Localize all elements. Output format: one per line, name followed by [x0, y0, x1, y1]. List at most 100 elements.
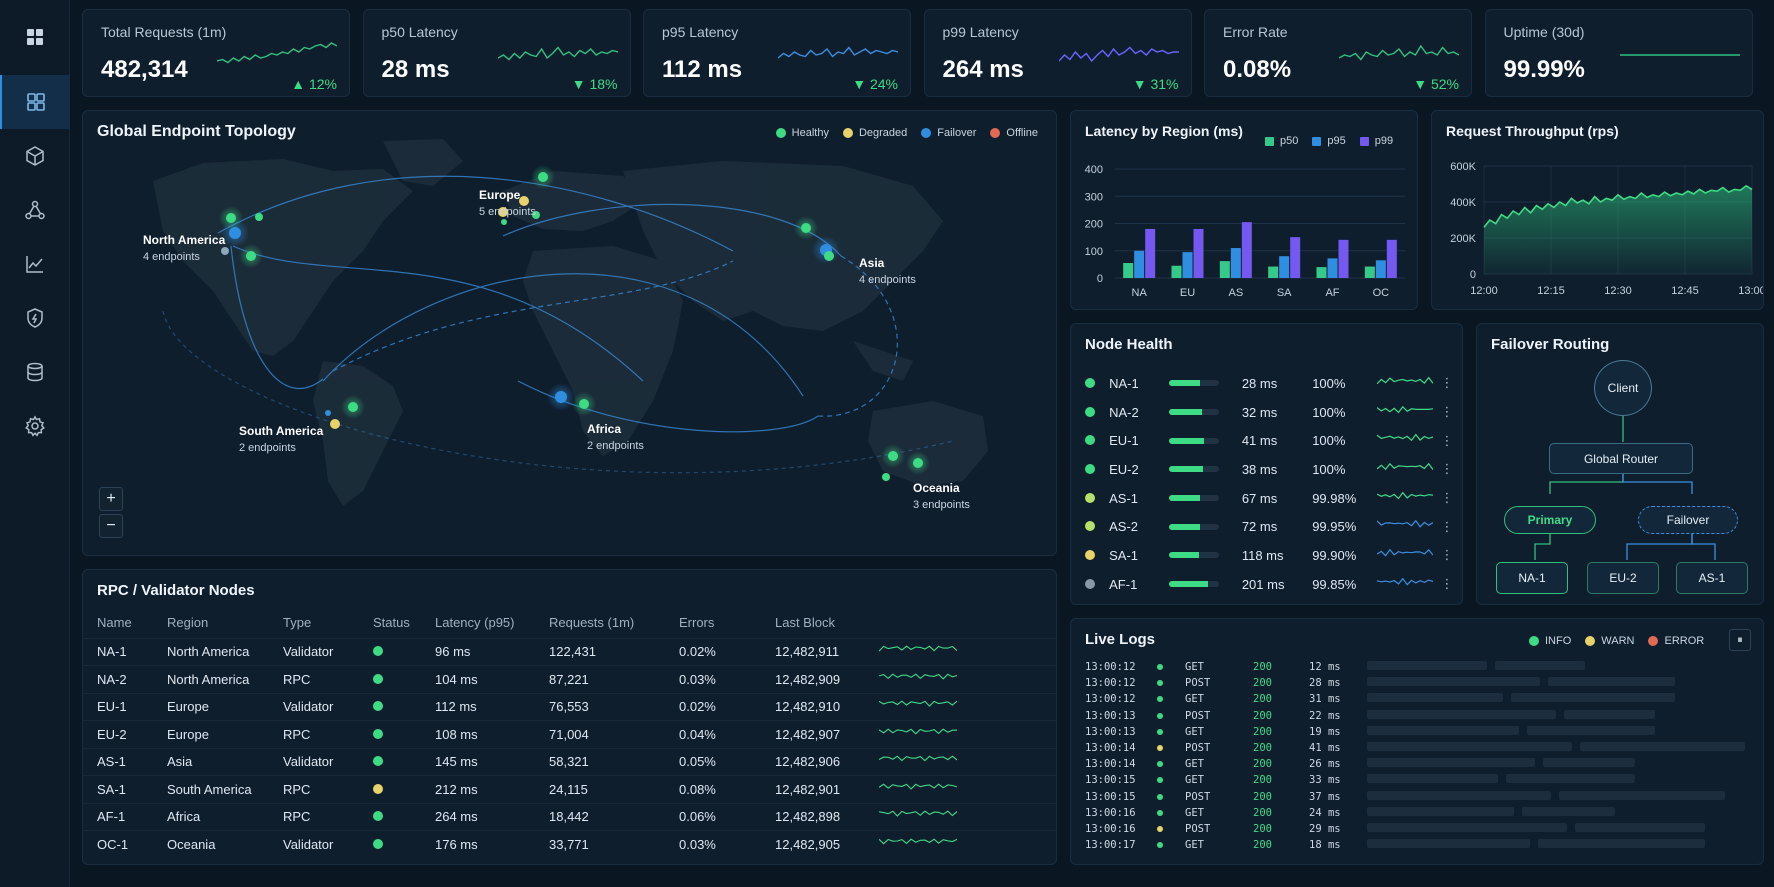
node-latency: 67 ms — [1241, 490, 1278, 506]
node-latency: 28 ms — [1241, 375, 1278, 391]
throughput-line — [1483, 184, 1753, 228]
node-health-row[interactable]: EU-1 41 ms 100% ⋮ — [1085, 426, 1455, 455]
node-health-row[interactable]: NA-2 32 ms 100% ⋮ — [1085, 398, 1455, 427]
table-row[interactable]: SA-1 South America RPC 212 ms 24,115 0.08% 12,… — [83, 775, 1056, 803]
table-row[interactable]: EU-1 Europe Validator 112 ms 76,553 0.02% 12,4… — [83, 692, 1056, 721]
row-block: 12,482,909 — [761, 665, 865, 693]
log-message-placeholder — [1575, 822, 1705, 832]
table-row[interactable]: AS-1 Asia Validator 145 ms 58,321 0.05% 12,482… — [83, 747, 1056, 776]
node-health-row[interactable]: AS-2 72 ms 99.95% ⋮ — [1085, 512, 1455, 541]
region-sub-south-america: 2 endpoints — [239, 442, 296, 454]
log-duration: 26 ms — [1309, 758, 1341, 771]
log-status-code: 200 — [1253, 709, 1272, 722]
more-options-icon[interactable]: ⋮ — [1440, 518, 1454, 534]
node-uptime: 99.95% — [1312, 519, 1357, 535]
log-message-cell — [1367, 708, 1753, 724]
more-options-icon[interactable]: ⋮ — [1440, 547, 1454, 563]
latency-bar-fill — [1169, 409, 1203, 416]
nodes-icon[interactable] — [0, 183, 70, 237]
node-health-row[interactable]: EU-2 38 ms 100% ⋮ — [1085, 455, 1455, 484]
log-level-cell — [1157, 659, 1185, 675]
log-level-dot — [1157, 825, 1163, 832]
database-icon[interactable] — [0, 345, 70, 399]
more-options-icon[interactable]: ⋮ — [1440, 490, 1454, 506]
table-row[interactable]: OC-1 Oceania Validator 176 ms 33,771 0.03% 12,… — [83, 830, 1056, 858]
node-health-row[interactable]: AF-1 201 ms 99.85% ⋮ — [1085, 570, 1455, 599]
bar — [1182, 252, 1193, 278]
node-latency: 72 ms — [1241, 519, 1278, 535]
node-health-row[interactable]: AS-1 67 ms 99.98% ⋮ — [1085, 484, 1455, 513]
x-tick-label: AS — [1228, 287, 1243, 299]
kpi-value: 482,314 — [101, 56, 188, 83]
column-header[interactable]: Region — [167, 615, 209, 631]
table-row[interactable]: AF-1 Africa RPC 264 ms 18,442 0.06% 12,482,898 — [83, 802, 1056, 831]
table-row[interactable]: NA-2 North America RPC 104 ms 87,221 0.03% 12,… — [83, 665, 1056, 693]
more-options-icon[interactable]: ⋮ — [1440, 576, 1454, 592]
row-type: RPC — [269, 665, 359, 693]
row-name: NA-2 — [83, 665, 153, 693]
x-tick-label: 12:00 — [1470, 285, 1498, 297]
column-header[interactable]: Latency (p95) — [435, 615, 515, 631]
zoom-out-button[interactable]: − — [99, 514, 123, 538]
node-sparkline — [1376, 433, 1433, 442]
more-options-icon[interactable]: ⋮ — [1440, 404, 1454, 420]
log-message-placeholder — [1559, 790, 1725, 800]
legend-dot — [1529, 636, 1539, 646]
column-header[interactable]: Errors — [679, 615, 715, 631]
node-health-row[interactable]: SA-1 118 ms 99.90% ⋮ — [1085, 541, 1455, 570]
row-sparkline — [878, 673, 958, 680]
column-header[interactable]: Status — [373, 615, 410, 631]
node-health-row[interactable]: NA-1 28 ms 100% ⋮ — [1085, 369, 1455, 398]
settings-icon[interactable] — [0, 399, 70, 453]
y-tick-label: 200K — [1450, 233, 1476, 245]
zoom-in-button[interactable]: + — [99, 487, 123, 511]
arrow-down-icon: ▼ — [1132, 76, 1151, 92]
log-level-dot — [1157, 793, 1163, 800]
status-dot — [373, 811, 383, 822]
table-row[interactable]: NA-1 North America Validator 96 ms 122,431 0.… — [83, 637, 1056, 666]
x-tick-label: OC — [1373, 287, 1390, 299]
y-tick-label: 300 — [1085, 191, 1103, 203]
y-tick-label: 0 — [1097, 273, 1103, 285]
kpi-label: p50 Latency — [381, 24, 458, 40]
column-header[interactable]: Requests (1m) — [549, 615, 635, 631]
bar — [1171, 265, 1182, 278]
x-tick-label: 13:00 — [1738, 285, 1764, 297]
row-type: RPC — [269, 775, 359, 803]
latency-bar-cell — [1169, 541, 1241, 570]
log-row: 13:00:12 POST 200 28 ms — [1085, 675, 1753, 691]
row-status — [359, 665, 421, 693]
table-row[interactable]: EU-2 Europe RPC 108 ms 71,004 0.04% 12,482,907 — [83, 720, 1056, 748]
chart-icon[interactable] — [0, 237, 70, 291]
live-logs-legend: INFO WARN ERROR — [1529, 635, 1704, 647]
pause-button[interactable]: ⏸ — [1729, 629, 1751, 651]
node-name: EU-2 — [1109, 461, 1139, 477]
column-header[interactable]: Type — [283, 615, 312, 631]
throughput-title: Request Throughput (rps) — [1446, 123, 1619, 139]
row-errors: 0.02% — [665, 692, 761, 721]
more-options-icon[interactable]: ⋮ — [1440, 432, 1454, 448]
more-options-icon[interactable]: ⋮ — [1440, 375, 1454, 391]
region-sub-africa: 2 endpoints — [587, 440, 644, 452]
cube-icon[interactable] — [0, 129, 70, 183]
column-header[interactable]: Name — [97, 615, 132, 631]
row-errors: 0.08% — [665, 775, 761, 803]
shield-icon[interactable] — [0, 291, 70, 345]
failover-node: Failover — [1638, 506, 1738, 534]
legend-item: Healthy — [775, 127, 829, 139]
row-name: SA-1 — [83, 775, 153, 803]
node-sparkline — [1376, 577, 1433, 586]
apps-icon[interactable] — [0, 10, 70, 64]
row-requests: 24,115 — [535, 775, 665, 803]
status-dot — [1085, 492, 1095, 503]
column-header[interactable]: Last Block — [775, 615, 835, 631]
log-message-cell — [1367, 772, 1753, 788]
log-row: 13:00:15 GET 200 33 ms — [1085, 772, 1753, 788]
more-options-icon[interactable]: ⋮ — [1440, 461, 1454, 477]
node-sparkline-cell — [1376, 541, 1439, 570]
latency-region-title: Latency by Region (ms) — [1085, 123, 1243, 139]
dashboard-icon[interactable] — [0, 75, 70, 129]
log-row: 13:00:13 POST 200 22 ms — [1085, 708, 1753, 724]
row-latency: 112 ms — [421, 692, 535, 721]
log-duration: 33 ms — [1309, 774, 1341, 787]
